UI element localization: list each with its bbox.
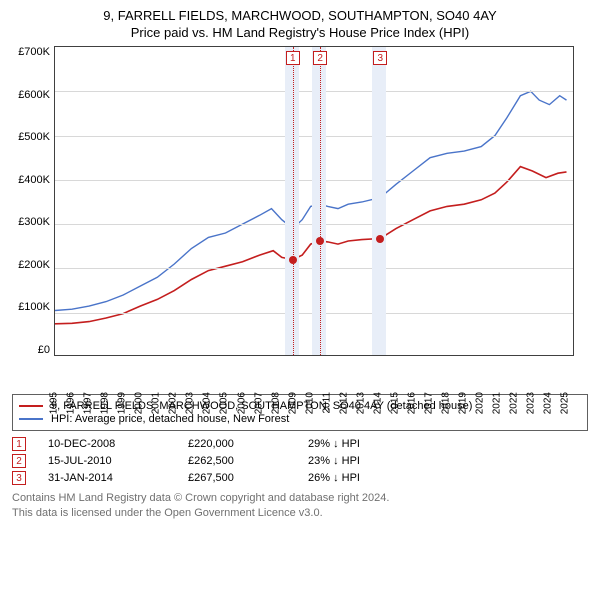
transaction-price: £220,000 (188, 438, 308, 450)
page-container: 9, FARRELL FIELDS, MARCHWOOD, SOUTHAMPTO… (0, 0, 600, 531)
x-tick-label: 2013 (355, 392, 366, 414)
price-dot (316, 237, 324, 245)
y-tick-label: £700K (18, 46, 50, 58)
transaction-row: 2 15-JUL-2010£262,50023% ↓ HPI (12, 454, 588, 468)
y-tick-label: £0 (38, 344, 50, 356)
marker-label: 3 (373, 51, 387, 65)
legend-row: HPI: Average price, detached house, New … (19, 413, 581, 425)
x-tick-label: 2008 (270, 392, 281, 414)
marker-vline (320, 47, 321, 355)
transaction-price: £262,500 (188, 455, 308, 467)
highlight-band (372, 47, 386, 355)
x-tick-label: 2011 (321, 392, 332, 414)
y-tick-label: £300K (18, 216, 50, 228)
marker-label: 2 (313, 51, 327, 65)
x-tick-label: 1998 (100, 392, 111, 414)
x-tick-label: 2015 (389, 392, 400, 414)
x-tick-label: 2001 (151, 392, 162, 414)
transaction-delta: 26% ↓ HPI (308, 472, 360, 484)
x-tick-label: 2017 (424, 392, 435, 414)
x-tick-label: 2012 (338, 392, 349, 414)
title-address: 9, FARRELL FIELDS, MARCHWOOD, SOUTHAMPTO… (12, 8, 588, 23)
marker-vline (293, 47, 294, 355)
transaction-row: 3 31-JAN-2014£267,50026% ↓ HPI (12, 471, 588, 485)
x-tick-label: 2022 (509, 392, 520, 414)
y-tick-label: £100K (18, 301, 50, 313)
series-hpi (55, 91, 567, 310)
x-tick-label: 2014 (372, 392, 383, 414)
x-tick-label: 2003 (185, 392, 196, 414)
y-tick-label: £200K (18, 259, 50, 271)
x-tick-label: 2018 (441, 392, 452, 414)
x-tick-label: 2020 (475, 392, 486, 414)
transaction-price: £267,500 (188, 472, 308, 484)
x-tick-label: 2021 (492, 392, 503, 414)
transaction-row: 1 10-DEC-2008£220,00029% ↓ HPI (12, 437, 588, 451)
price-dot (376, 235, 384, 243)
title-subtitle: Price paid vs. HM Land Registry's House … (12, 25, 588, 40)
y-axis: £700K £600K £500K £400K £300K £200K £100K £0 (12, 46, 54, 356)
x-tick-label: 2010 (304, 392, 315, 414)
legend-swatch (19, 418, 43, 420)
transaction-index: 1 (12, 437, 26, 451)
x-tick-label: 2007 (253, 392, 264, 414)
x-tick-label: 1997 (83, 392, 94, 414)
series-price_paid (55, 167, 567, 324)
transaction-date: 15-JUL-2010 (48, 455, 188, 467)
x-tick-label: 2024 (543, 392, 554, 414)
marker-label: 1 (286, 51, 300, 65)
footer-attribution: Contains HM Land Registry data © Crown c… (12, 491, 588, 521)
x-tick-label: 2002 (168, 392, 179, 414)
legend-label: HPI: Average price, detached house, New … (51, 413, 289, 425)
x-tick-label: 2016 (407, 392, 418, 414)
transaction-date: 10-DEC-2008 (48, 438, 188, 450)
x-tick-label: 1995 (49, 392, 60, 414)
x-tick-label: 2004 (202, 392, 213, 414)
x-tick-label: 1996 (66, 392, 77, 414)
x-tick-label: 2000 (134, 392, 145, 414)
transaction-delta: 29% ↓ HPI (308, 438, 360, 450)
x-tick-label: 1999 (117, 392, 128, 414)
legend-swatch (19, 405, 43, 407)
x-tick-label: 2005 (219, 392, 230, 414)
transaction-date: 31-JAN-2014 (48, 472, 188, 484)
x-tick-label: 2009 (287, 392, 298, 414)
x-tick-label: 2006 (236, 392, 247, 414)
transaction-delta: 23% ↓ HPI (308, 455, 360, 467)
plot-box: 12 3 (54, 46, 574, 356)
x-tick-label: 2025 (560, 392, 571, 414)
y-tick-label: £400K (18, 174, 50, 186)
title-block: 9, FARRELL FIELDS, MARCHWOOD, SOUTHAMPTO… (12, 8, 588, 40)
transaction-table: 1 10-DEC-2008£220,00029% ↓ HPI 2 15-JUL-201… (12, 437, 588, 485)
x-tick-label: 2023 (526, 392, 537, 414)
y-tick-label: £600K (18, 89, 50, 101)
transaction-index: 2 (12, 454, 26, 468)
footer-line-2: This data is licensed under the Open Gov… (12, 506, 588, 521)
transaction-index: 3 (12, 471, 26, 485)
footer-line-1: Contains HM Land Registry data © Crown c… (12, 491, 588, 506)
chart-area: £700K £600K £500K £400K £300K £200K £100K £0 12… (12, 46, 588, 356)
price-dot (289, 256, 297, 264)
x-axis: 1995199619971998199920002001200220032004… (54, 364, 574, 394)
x-tick-label: 2019 (458, 392, 469, 414)
y-tick-label: £500K (18, 131, 50, 143)
